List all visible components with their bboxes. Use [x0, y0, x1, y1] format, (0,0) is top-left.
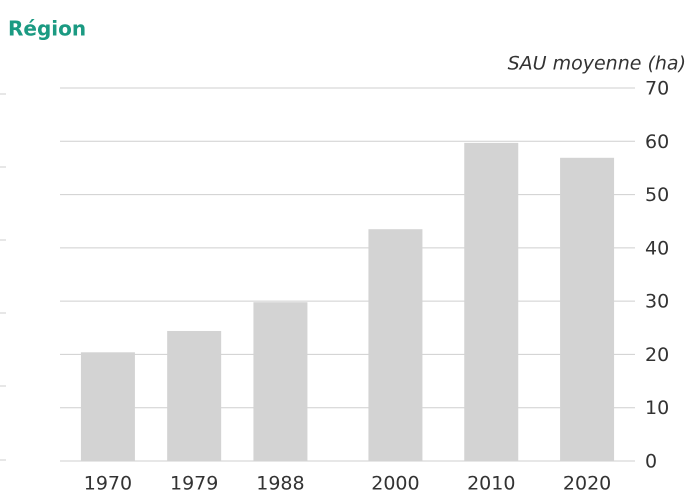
bar [167, 330, 222, 461]
bar [560, 157, 615, 461]
bar [464, 142, 519, 462]
bar [80, 352, 135, 461]
y-tick-label: 20 [645, 344, 669, 366]
left-edge-ticks [0, 93, 6, 461]
y-tick-label: 70 [645, 78, 669, 100]
x-tick-label: 1970 [84, 473, 132, 495]
y-axis-label: SAU moyenne (ha) [508, 53, 686, 75]
x-tick-label: 2010 [467, 473, 515, 495]
x-tick-label: 2020 [563, 473, 611, 495]
y-tick-label: 60 [645, 131, 669, 153]
y-tick-label: 0 [645, 451, 657, 473]
y-tick-label: 50 [645, 184, 669, 206]
bar [368, 229, 423, 461]
chart-title: Région [8, 17, 86, 41]
x-tick-label: 1988 [256, 473, 304, 495]
bar [253, 302, 308, 461]
x-tick-label: 2000 [371, 473, 419, 495]
y-tick-label: 10 [645, 397, 669, 419]
x-tick-label: 1979 [170, 473, 218, 495]
y-tick-label: 30 [645, 291, 669, 313]
y-tick-label: 40 [645, 237, 669, 259]
